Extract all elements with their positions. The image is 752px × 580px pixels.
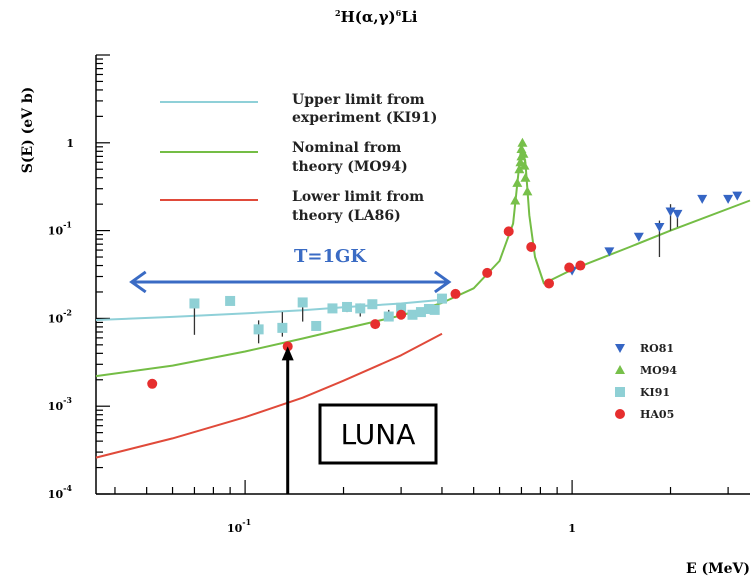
point-ki91	[383, 311, 394, 322]
temperature-label: T=1GK	[294, 246, 367, 267]
legend-nominal-line2: theory (MO94)	[292, 159, 408, 175]
marker-legend: RO81 MO94 KI91 HA05	[615, 342, 677, 421]
x-tick-label: 1	[568, 522, 576, 535]
legend-label-mo94: MO94	[640, 364, 677, 377]
legend-upper-line2: experiment (KI91)	[292, 110, 437, 126]
legend-lower-line2: theory (LA86)	[292, 208, 401, 224]
luna-annotation: LUNA	[281, 346, 438, 494]
point-ki91	[342, 301, 353, 312]
point-ha05	[575, 260, 586, 271]
point-ha05	[147, 378, 158, 389]
point-mo94	[522, 186, 533, 196]
point-ki91	[355, 303, 366, 314]
legend-label-ro81: RO81	[640, 342, 674, 355]
point-mo94	[518, 148, 529, 158]
point-ki91	[367, 299, 378, 310]
point-ki91	[436, 293, 447, 304]
temperature-annotation: T=1GK	[129, 246, 452, 294]
luna-label: LUNA	[341, 418, 416, 451]
x-tick-label: 10-1	[227, 517, 251, 535]
point-ha05	[544, 278, 555, 289]
point-mo94	[519, 160, 530, 170]
point-ki91	[396, 302, 407, 313]
axis-ticks	[96, 54, 729, 495]
point-mo94	[512, 177, 523, 187]
point-mo94	[514, 164, 525, 174]
point-mo94	[517, 137, 528, 147]
point-ro81	[723, 194, 734, 204]
y-tick-label: 1	[66, 137, 74, 150]
point-ro81	[654, 222, 665, 232]
luna-box	[318, 403, 438, 465]
point-ki91	[311, 320, 322, 331]
point-ki91	[423, 303, 434, 314]
y-tick-label: 10-1	[48, 220, 72, 238]
luna-arrow-head	[281, 346, 294, 361]
point-ha05	[482, 267, 493, 278]
point-ki91	[189, 298, 200, 309]
point-ki91	[277, 322, 288, 333]
temperature-arrow-head-left	[129, 270, 147, 294]
point-ki91	[429, 304, 440, 315]
plot-frame	[95, 55, 750, 495]
legend-marker-mo94	[615, 365, 625, 374]
point-mo94	[520, 172, 531, 182]
title-tail: Li	[401, 8, 418, 26]
legend-nominal-line1: Nominal from	[292, 140, 401, 156]
point-ha05	[503, 226, 514, 237]
title-sup-1: 2	[335, 8, 341, 18]
point-ha05	[450, 288, 461, 299]
point-ki91	[327, 303, 338, 314]
title-main: H(α,γ)	[341, 8, 396, 26]
point-ha05	[370, 319, 381, 330]
curve-lower-limit-la86	[95, 332, 443, 459]
temperature-arrow-head-right	[434, 270, 452, 294]
point-mo94	[510, 195, 521, 205]
point-ha05	[396, 309, 407, 320]
point-ro81	[672, 209, 683, 219]
y-tick-label: 10-4	[48, 483, 73, 501]
data-points	[147, 137, 743, 389]
point-ro81	[633, 232, 644, 242]
legend-marker-ki91	[615, 387, 625, 397]
point-ha05	[526, 242, 537, 253]
legend-marker-ha05	[615, 409, 625, 419]
point-ki91	[253, 324, 264, 335]
legend-label-ha05: HA05	[640, 408, 674, 421]
curve-legend: Upper limit from experiment (KI91) Nomin…	[160, 92, 437, 224]
y-axis-label: S(E) (eV b)	[20, 87, 36, 174]
point-ro81	[604, 247, 615, 257]
point-ro81	[697, 194, 708, 204]
point-ha05	[564, 262, 575, 273]
point-ki91	[407, 309, 418, 320]
y-tick-label: 10-2	[48, 307, 72, 325]
point-ki91	[225, 295, 236, 306]
x-axis-label: E (MeV)	[686, 561, 750, 577]
point-ro81	[732, 191, 743, 201]
chart-title: 2H(α,γ)6Li	[335, 8, 418, 26]
point-ki91	[297, 297, 308, 308]
point-ro81	[665, 207, 676, 217]
title-sup-2: 6	[396, 8, 402, 18]
legend-label-ki91: KI91	[640, 386, 670, 399]
legend-marker-ro81	[615, 344, 625, 353]
tick-labels: 1 10-1 10-2 10-3 10-4 10-1 1	[48, 137, 576, 535]
legend-lower-line1: Lower limit from	[292, 189, 424, 205]
legend-upper-line1: Upper limit from	[292, 92, 425, 108]
point-ki91	[415, 307, 426, 318]
y-tick-label: 10-3	[48, 395, 73, 413]
